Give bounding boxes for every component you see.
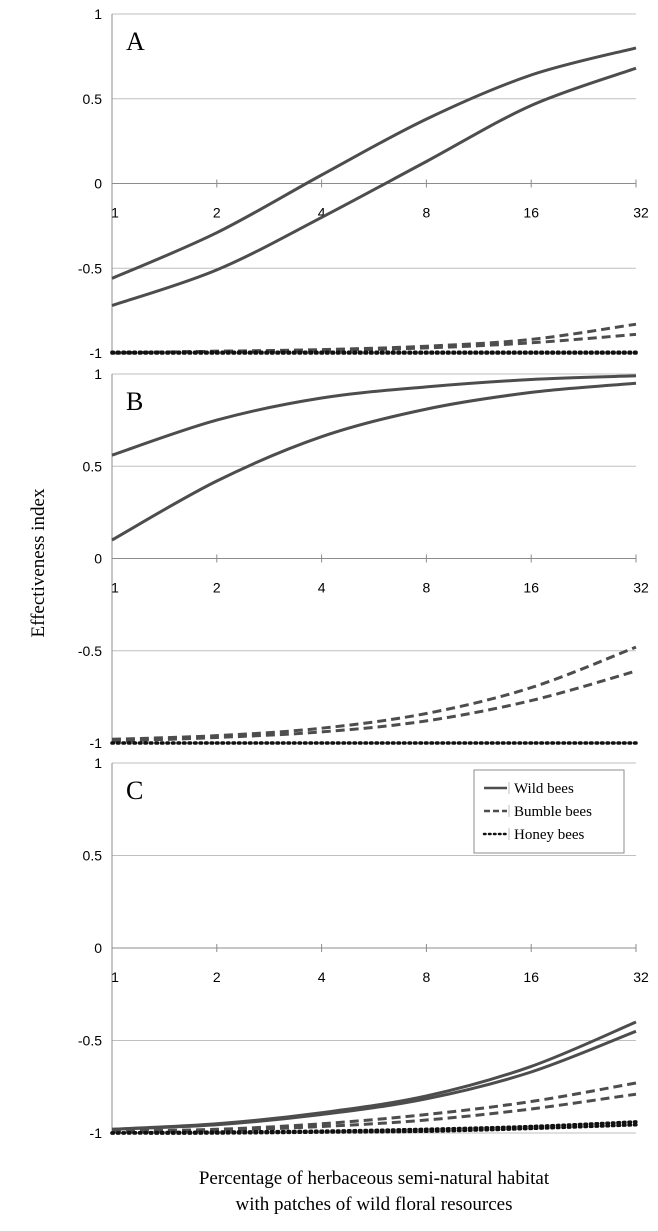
x-tick-label: 8: [423, 205, 431, 221]
x-tick-label: 32: [633, 580, 649, 596]
x-tick-label: 32: [633, 205, 649, 221]
x-tick-label: 1: [111, 580, 119, 596]
y-tick-label: 0.5: [83, 848, 103, 864]
wild-bees-series-line: [111, 374, 637, 457]
y-tick-label: 0: [94, 940, 102, 956]
y-tick-label: -1: [90, 345, 103, 361]
x-tick-label: 32: [633, 969, 649, 985]
x-tick-label: 8: [423, 580, 431, 596]
y-tick-label: -0.5: [78, 643, 102, 659]
panel-label: C: [126, 776, 143, 805]
x-tick-label: 4: [318, 580, 326, 596]
x-tick-label: 4: [318, 205, 326, 221]
y-tick-label: 0.5: [83, 458, 103, 474]
panel-c: 1 0.5 0 -0.5 -1 1 2 4 8 16 32 C Wild bees Bumble bees…: [78, 755, 649, 1141]
wild-bees-series-line: [111, 1020, 637, 1131]
legend-label: Bumble bees: [514, 804, 592, 820]
x-tick-label: 1: [111, 205, 119, 221]
y-tick-label: 0: [94, 176, 102, 192]
honey-bees-series-line: [110, 1122, 638, 1135]
y-tick-label: -0.5: [78, 1033, 102, 1049]
y-tick-label: 1: [94, 755, 102, 771]
bumble-bees-series-line: [111, 332, 637, 355]
y-axis-title: Effectiveness index: [28, 488, 49, 637]
x-axis-title-line-2: with patches of wild floral resources: [236, 1194, 513, 1215]
x-tick-label: 2: [213, 205, 221, 221]
panel-a: 1 0.5 0 -0.5 -1 1 2 4 8 16 32 A: [78, 6, 649, 361]
y-tick-label: -1: [90, 1125, 103, 1141]
panel-label: B: [126, 387, 143, 416]
legend-label: Wild bees: [514, 781, 574, 797]
x-tick-label: 4: [318, 969, 326, 985]
legend: Wild bees Bumble bees Honey bees: [473, 769, 625, 854]
y-tick-label: -1: [90, 735, 103, 751]
x-tick-label: 8: [423, 969, 431, 985]
x-tick-label: 16: [523, 969, 539, 985]
y-tick-label: 1: [94, 6, 102, 22]
wild-bees-series-line: [111, 66, 637, 307]
x-tick-label: 16: [523, 580, 539, 596]
legend-label: Honey bees: [514, 827, 585, 843]
x-tick-label: 1: [111, 969, 119, 985]
wild-bees-series-line: [111, 1029, 637, 1131]
bumble-bees-series-line: [111, 645, 637, 741]
wild-bees-series-line: [111, 381, 637, 542]
x-tick-label: 2: [213, 580, 221, 596]
x-tick-label: 16: [523, 205, 539, 221]
y-tick-label: 0.5: [83, 91, 103, 107]
panel-b: 1 0.5 0 -0.5 -1 1 2 4 8 16 32 B: [78, 366, 649, 751]
panel-label: A: [126, 27, 145, 56]
bumble-bees-series-line: [111, 322, 637, 355]
wild-bees-series-line: [111, 46, 637, 280]
bumble-bees-series-line: [111, 669, 637, 743]
x-tick-label: 2: [213, 969, 221, 985]
chart-panels: 1 0.5 0 -0.5 -1 1 2 4 8 16 32 A 1 0.5 0 -0.5 -1 1 2 4 8 16 32 B…: [78, 6, 649, 1141]
y-tick-label: 1: [94, 366, 102, 382]
y-tick-label: 0: [94, 551, 102, 567]
y-tick-label: -0.5: [78, 260, 102, 276]
x-axis-title-line-1: Percentage of herbaceous semi-natural ha…: [199, 1168, 550, 1189]
